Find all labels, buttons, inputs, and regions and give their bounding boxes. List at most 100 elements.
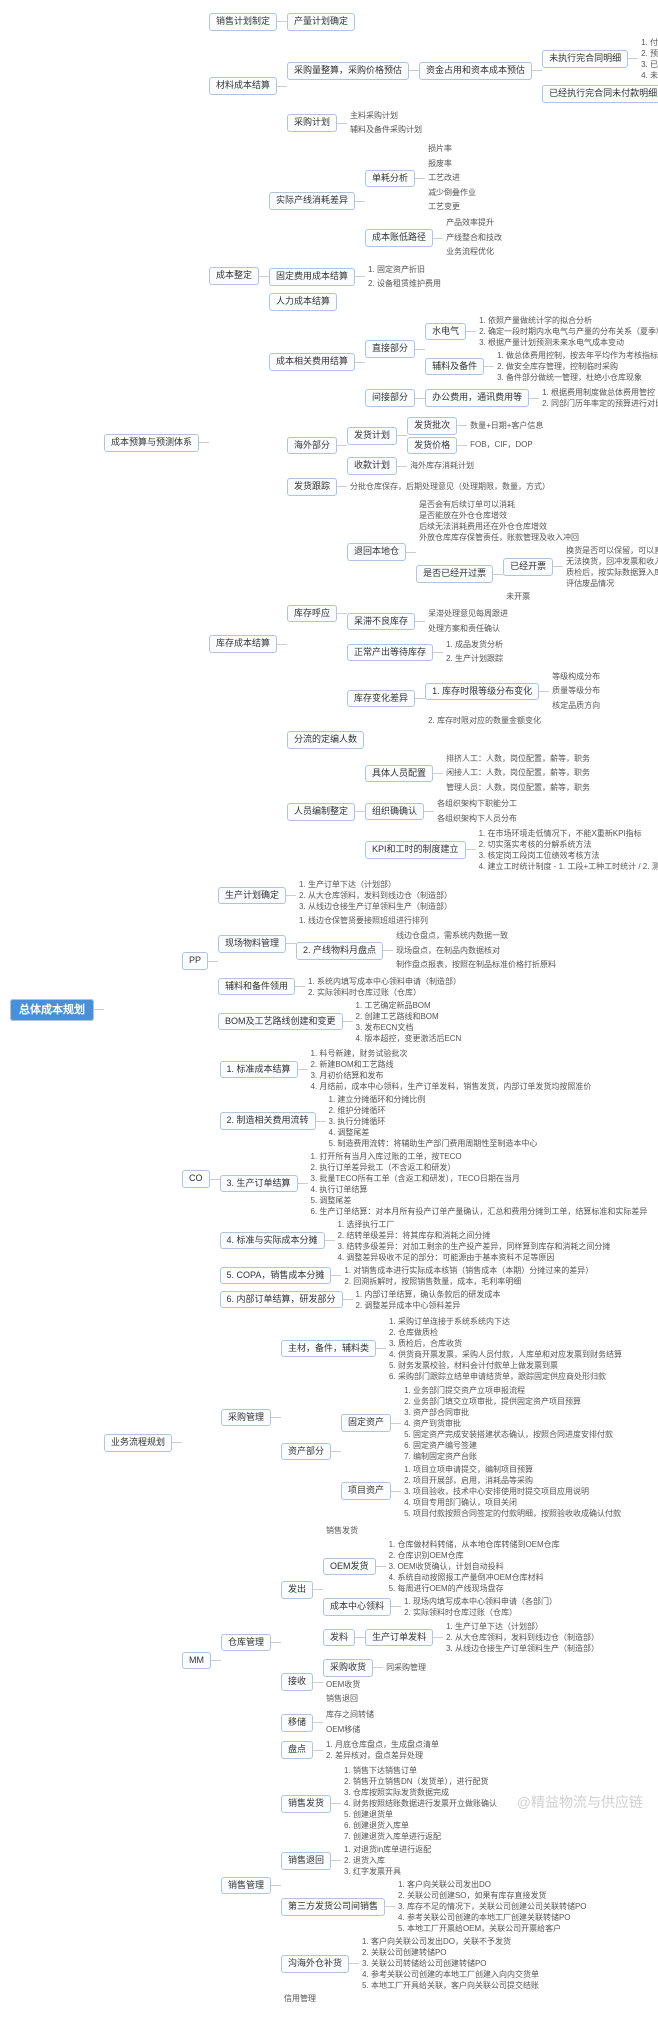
node-label[interactable]: 未执行完合同明细 bbox=[542, 50, 628, 68]
node-label[interactable]: 5. COPA，销售成本分摊 bbox=[220, 1267, 332, 1285]
node-label[interactable]: OEM移储 bbox=[323, 1724, 363, 1736]
node-label[interactable]: 已经执行完合同未付款明细 bbox=[542, 85, 658, 103]
node-label[interactable]: 产线整合和技改 bbox=[443, 232, 505, 244]
node-label[interactable]: OEM收货 bbox=[323, 1679, 363, 1691]
node-label[interactable]: 产量计划确定 bbox=[287, 13, 355, 31]
node-label[interactable]: 6. 内部订单结算，研发部分 bbox=[220, 1291, 343, 1309]
node-label[interactable]: 1. 成品发货分析 bbox=[443, 639, 506, 651]
node-label[interactable]: 1. 固定资产折旧 bbox=[365, 264, 428, 276]
node-label[interactable]: 1. 线边仓保管贤要接照班组进行排列 bbox=[296, 915, 431, 927]
node-label[interactable]: 接收 bbox=[281, 1673, 313, 1691]
node-label[interactable]: 辅料及备件 bbox=[425, 358, 484, 376]
node-label[interactable]: 3. 生产订单结算 bbox=[220, 1175, 298, 1193]
node-label[interactable]: 资金占用和资本成本预估 bbox=[419, 62, 532, 80]
root-node[interactable]: 总体成本规划 bbox=[10, 1003, 94, 1017]
node-label[interactable]: 发货跟踪 bbox=[287, 478, 337, 496]
node-label[interactable]: 4. 标准与实际成本分摊 bbox=[220, 1232, 325, 1250]
node-label[interactable]: 生产订单发料 bbox=[365, 1629, 433, 1647]
node-label[interactable]: 损片率 bbox=[425, 143, 455, 155]
node-label[interactable]: 发料 bbox=[323, 1629, 355, 1647]
node-label[interactable]: 业务流程优化 bbox=[443, 246, 497, 258]
node-label[interactable]: 是否已经开过票 bbox=[416, 565, 493, 583]
node-label[interactable]: 直接部分 bbox=[365, 340, 415, 358]
node-label[interactable]: 2. 制造相关费用流转 bbox=[220, 1112, 316, 1130]
node-label[interactable]: 工艺改进 bbox=[425, 172, 463, 184]
node-label[interactable]: 人力成本结算 bbox=[269, 293, 337, 311]
node-label[interactable]: 销售退回 bbox=[323, 1693, 361, 1705]
node-label[interactable]: 制作盘点报表，按照在制品标准价格打折原料 bbox=[393, 959, 559, 971]
node-label[interactable]: 库存之间转储 bbox=[323, 1709, 377, 1721]
node-label[interactable]: 未开票 bbox=[503, 591, 533, 603]
node-label[interactable]: 退回本地仓 bbox=[347, 543, 406, 561]
node-label[interactable]: 质量等级分布 bbox=[549, 685, 603, 697]
node-label[interactable]: 工艺变更 bbox=[425, 201, 463, 213]
node-label[interactable]: 核定品质方向 bbox=[549, 700, 603, 712]
node-label[interactable]: 盘点 bbox=[281, 1741, 313, 1759]
node-label[interactable]: 材料成本结算 bbox=[209, 77, 277, 95]
node-label[interactable]: 已经开票 bbox=[503, 558, 553, 576]
node-label[interactable]: 现场盘点，在制品内数据核对 bbox=[393, 945, 503, 957]
node-label[interactable]: 等级构成分布 bbox=[549, 671, 603, 683]
node-label[interactable]: 各组织架构下职能分工 bbox=[434, 798, 520, 810]
node-label[interactable]: 主料采购计划 bbox=[347, 110, 401, 122]
node-label[interactable]: FOB，CIF，DOP bbox=[467, 439, 536, 451]
node-label[interactable]: 库存呼应 bbox=[287, 605, 337, 623]
node-label[interactable]: 辅料及备件采购计划 bbox=[347, 124, 425, 136]
node-label[interactable]: 成本整定 bbox=[209, 267, 259, 285]
node-label[interactable]: 采购量整算，采购价格预估 bbox=[287, 62, 409, 80]
node-label[interactable]: 销售退回 bbox=[281, 1852, 331, 1870]
node-label[interactable]: PP bbox=[182, 952, 208, 970]
node-label[interactable]: 单耗分析 bbox=[365, 170, 415, 188]
node-label[interactable]: 生产计划确定 bbox=[218, 887, 286, 905]
node-label[interactable]: 库存变化差异 bbox=[347, 690, 415, 708]
node-label[interactable]: 销售计划制定 bbox=[209, 13, 277, 31]
node-label[interactable]: 分流的定编人数 bbox=[287, 731, 364, 749]
node-label[interactable]: OEM发货 bbox=[323, 1558, 376, 1576]
node-label[interactable]: KPI和工时的制度建立 bbox=[365, 841, 466, 859]
node-label[interactable]: 水电气 bbox=[425, 323, 466, 341]
node-label[interactable]: BOM及工艺路线创建和变更 bbox=[218, 1013, 343, 1031]
node-label[interactable]: 移储 bbox=[281, 1714, 313, 1732]
node-label[interactable]: 辅料和备件领用 bbox=[218, 978, 295, 996]
node-label[interactable]: 产品效率提升 bbox=[443, 217, 497, 229]
node-label[interactable]: 正常产出等待库存 bbox=[347, 644, 433, 662]
node-label[interactable]: 业务流程规划 bbox=[104, 1434, 172, 1452]
node-label[interactable]: 2. 设备租赁维护费用 bbox=[365, 278, 444, 290]
node-label[interactable]: 实际产线消耗差异 bbox=[269, 192, 355, 210]
node-label[interactable]: 1. 库存时限等级分布变化 bbox=[425, 683, 539, 701]
node-label[interactable]: 各组织架构下人员分布 bbox=[434, 813, 520, 825]
node-label[interactable]: 分批仓库保存，后期处理意见（处理期限，数量，方式） bbox=[347, 481, 553, 493]
node-label[interactable]: 项目资产 bbox=[341, 1482, 391, 1500]
node-label[interactable]: 采购计划 bbox=[287, 114, 337, 132]
node-label[interactable]: 资产部分 bbox=[281, 1443, 331, 1461]
node-label[interactable]: 办公费用，通讯费用等 bbox=[425, 389, 529, 407]
node-label[interactable]: 报废率 bbox=[425, 158, 455, 170]
node-label[interactable]: 1. 标准成本结算 bbox=[220, 1061, 298, 1079]
node-label[interactable]: 销售发货 bbox=[281, 1795, 331, 1813]
node-label[interactable]: 信用管理 bbox=[281, 1993, 319, 2005]
node-label[interactable]: 人员编制整定 bbox=[287, 803, 355, 821]
node-label[interactable]: 发货计划 bbox=[347, 427, 397, 445]
node-label[interactable]: 处理方案和责任确认 bbox=[425, 623, 503, 635]
node-label[interactable]: 发货价格 bbox=[407, 437, 457, 455]
node-label[interactable]: 减少倒叠作业 bbox=[425, 187, 479, 199]
node-label[interactable]: 海外部分 bbox=[287, 437, 337, 455]
node-label[interactable]: 主材，备件，辅料类 bbox=[281, 1340, 376, 1358]
node-label[interactable]: 同采购管理 bbox=[383, 1662, 429, 1674]
node-label[interactable]: 发货批次 bbox=[407, 417, 457, 435]
node-label[interactable]: 库存成本结算 bbox=[209, 635, 277, 653]
node-label[interactable]: 呆滞不良库存 bbox=[347, 613, 415, 631]
node-label[interactable]: 海外库存消耗计划 bbox=[407, 460, 477, 472]
node-label[interactable]: 呆滞处理意见每周跟进 bbox=[425, 608, 511, 620]
node-label[interactable]: 闲接人工：人数，岗位配置，薪等，职务 bbox=[443, 767, 593, 779]
node-label[interactable]: 销售发货 bbox=[323, 1525, 361, 1537]
node-label[interactable]: 现场物料管理 bbox=[218, 935, 286, 953]
node-label[interactable]: 排挤人工：人数，岗位配置，薪等，职务 bbox=[443, 753, 593, 765]
node-label[interactable]: 2. 生产计划跟踪 bbox=[443, 653, 506, 665]
node-label[interactable]: 采购管理 bbox=[221, 1409, 271, 1427]
node-label[interactable]: MM bbox=[182, 1652, 211, 1670]
node-label[interactable]: 固定费用成本结算 bbox=[269, 268, 355, 286]
node-label[interactable]: 管理人员：人数，岗位配置，薪等，职务 bbox=[443, 782, 593, 794]
node-label[interactable]: 销售管理 bbox=[221, 1877, 271, 1895]
node-label[interactable]: 仓库管理 bbox=[221, 1634, 271, 1652]
